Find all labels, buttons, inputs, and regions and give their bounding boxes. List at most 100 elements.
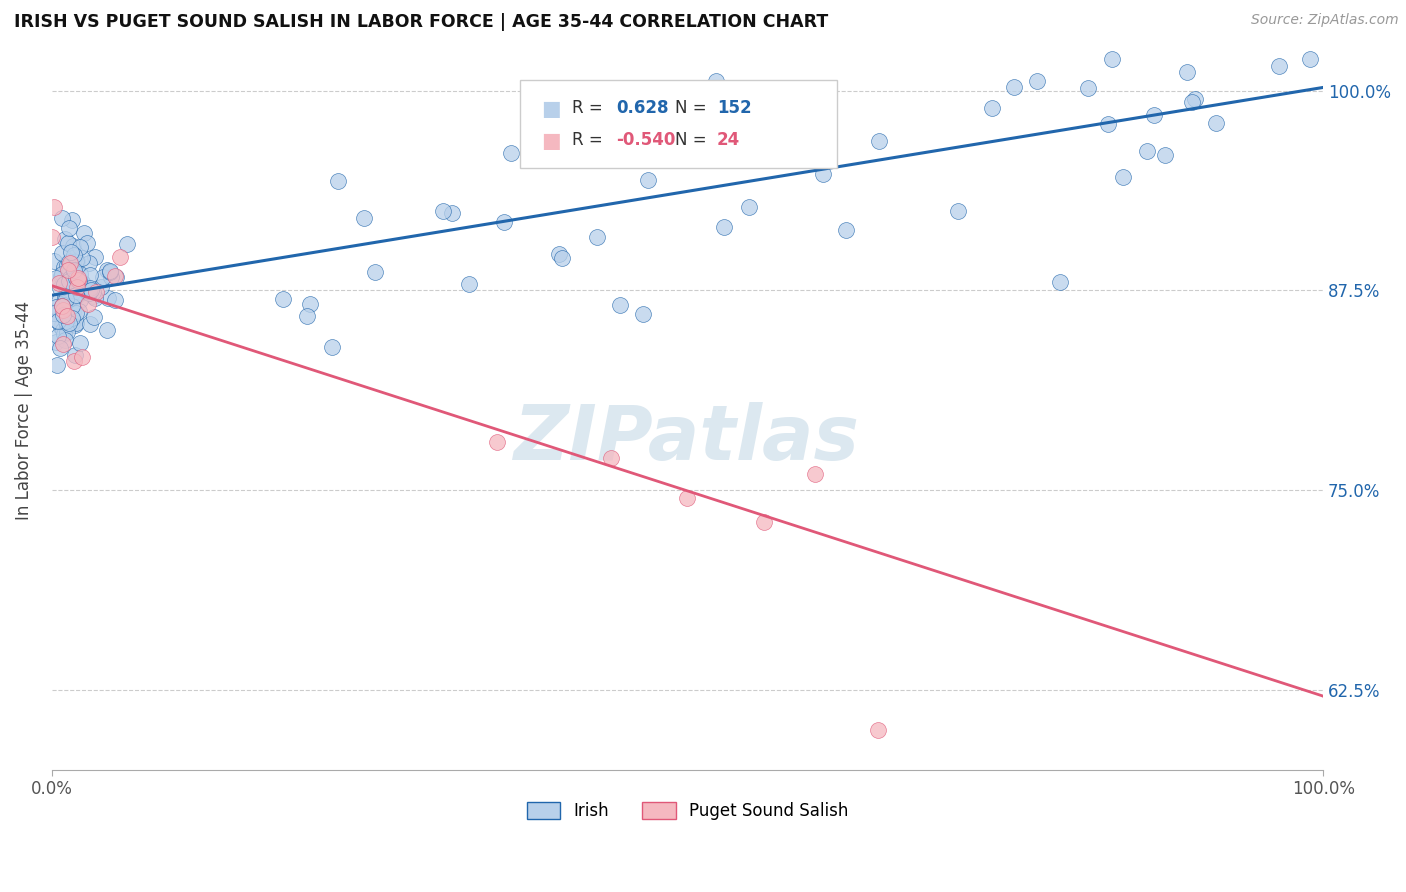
Point [91, 269, 114, 284]
Point [457, 277, 479, 291]
Text: 0.628: 0.628 [616, 99, 668, 117]
Point [51, 322, 73, 336]
Point [52, 336, 75, 351]
Point [105, 269, 128, 284]
Point [633, 307, 655, 321]
Point [66, 280, 89, 294]
Point [364, 265, 387, 279]
Point [62, 270, 84, 285]
Point [75, 284, 97, 298]
Point [77, 286, 100, 301]
Point [84, 285, 107, 299]
Point [62, 239, 84, 253]
Text: 152: 152 [717, 99, 752, 117]
Point [65, 257, 87, 271]
Point [104, 268, 127, 283]
Point [1097, 117, 1119, 131]
Point [83, 310, 105, 324]
Point [494, 215, 516, 229]
Point [77, 296, 100, 310]
Point [67, 271, 90, 285]
Point [52, 298, 75, 312]
Point [63, 265, 86, 279]
Point [60, 311, 83, 326]
Point [46, 314, 69, 328]
Point [49, 320, 72, 334]
Point [45, 358, 67, 372]
Point [83, 250, 105, 264]
Point [676, 491, 699, 506]
Point [70, 350, 93, 364]
Point [58, 316, 80, 330]
Point [67, 304, 90, 318]
Point [70, 251, 93, 265]
Point [97, 291, 120, 305]
Point [66, 288, 89, 302]
Point [60, 257, 83, 271]
Point [1153, 148, 1175, 162]
Point [58, 221, 80, 235]
Point [803, 467, 825, 482]
Point [58, 274, 80, 288]
Point [868, 723, 890, 737]
Point [52, 308, 75, 322]
Point [51, 246, 73, 260]
Point [77, 256, 100, 270]
Point [298, 297, 321, 311]
Point [79, 318, 101, 332]
Point [67, 274, 90, 288]
Text: ZIPatlas: ZIPatlas [515, 402, 860, 476]
Point [79, 268, 101, 283]
Point [69, 267, 91, 281]
Point [63, 354, 86, 368]
Point [55, 258, 77, 272]
Point [62, 305, 84, 319]
Point [48, 277, 70, 291]
Point [48, 293, 70, 308]
Point [53, 232, 76, 246]
Point [55, 310, 77, 325]
Point [49, 281, 72, 295]
Point [946, 204, 969, 219]
Point [72, 275, 94, 289]
Point [59, 256, 82, 270]
Point [115, 237, 138, 252]
Point [65, 318, 87, 332]
Point [53, 277, 76, 292]
Point [58, 236, 80, 251]
Point [62, 263, 84, 277]
Point [69, 240, 91, 254]
Point [45, 313, 67, 327]
Point [58, 255, 80, 269]
Point [1268, 59, 1291, 73]
Point [46, 328, 69, 343]
Point [752, 515, 775, 529]
Point [65, 287, 87, 301]
Point [55, 325, 77, 339]
Point [69, 293, 91, 307]
Point [100, 270, 122, 285]
Point [1143, 108, 1166, 122]
Point [44, 253, 66, 268]
Point [637, 172, 659, 186]
Point [65, 316, 87, 330]
Text: -0.540: -0.540 [616, 131, 675, 149]
Point [59, 271, 82, 285]
Point [104, 293, 127, 308]
Point [67, 273, 90, 287]
Point [51, 300, 73, 314]
Point [52, 303, 75, 318]
Point [73, 277, 96, 292]
Point [51, 299, 73, 313]
Point [353, 211, 375, 226]
Point [704, 74, 727, 88]
Point [547, 246, 569, 260]
Point [1049, 275, 1071, 289]
Point [550, 252, 572, 266]
Point [813, 167, 835, 181]
Point [1299, 52, 1322, 66]
Point [60, 316, 83, 330]
Point [73, 227, 96, 241]
Point [58, 266, 80, 280]
Point [72, 281, 94, 295]
